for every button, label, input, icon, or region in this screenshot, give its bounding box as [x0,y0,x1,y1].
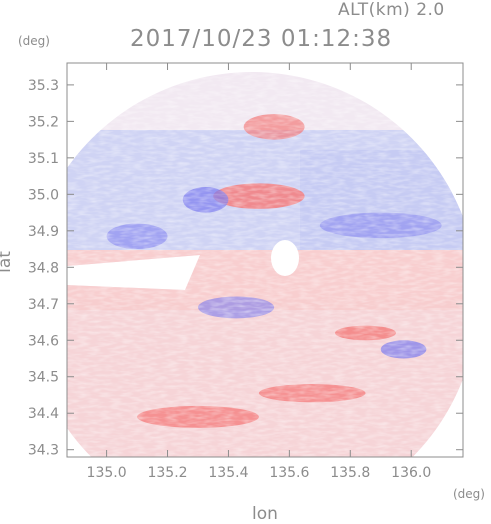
y-unit-label: (deg) [18,34,50,48]
x-unit-label: (deg) [453,487,485,501]
y-tick-label: 34.4 [28,406,59,422]
y-tick-label: 34.7 [28,297,59,313]
x-axis-label: lon [252,504,278,524]
x-tick-label: 135.0 [87,465,127,481]
y-tick-label: 35.3 [28,78,59,94]
y-axis-ticks: 34.3 34.4 34.5 34.6 34.7 34.8 34.9 35.0 35.1 35.2… [28,78,463,459]
texture-overlay [67,72,463,457]
plot-frame [66,62,464,458]
timestamp-title: 2017/10/23 01:12:38 [130,26,393,52]
x-tick-label: 135.4 [208,465,248,481]
x-tick-label: 135.2 [147,465,187,481]
y-tick-label: 34.6 [28,333,59,349]
altitude-label: ALT(km) 2.0 [338,0,445,20]
x-tick-label: 136.0 [391,465,431,481]
y-tick-label: 35.2 [28,114,59,130]
x-tick-label: 135.8 [330,465,370,481]
radar-coverage [67,72,463,457]
y-tick-label: 34.8 [28,260,59,276]
plot-area [67,72,463,457]
y-tick-label: 35.0 [28,187,59,203]
radar-site-gap [271,240,299,276]
y-tick-label: 34.5 [28,370,59,386]
x-axis-ticks: 135.0 135.2 135.4 135.6 135.8 136.0 [87,63,431,481]
x-tick-label: 135.6 [269,465,309,481]
y-tick-label: 34.9 [28,224,59,240]
y-tick-label: 34.3 [28,443,59,459]
y-tick-label: 35.1 [28,151,59,167]
